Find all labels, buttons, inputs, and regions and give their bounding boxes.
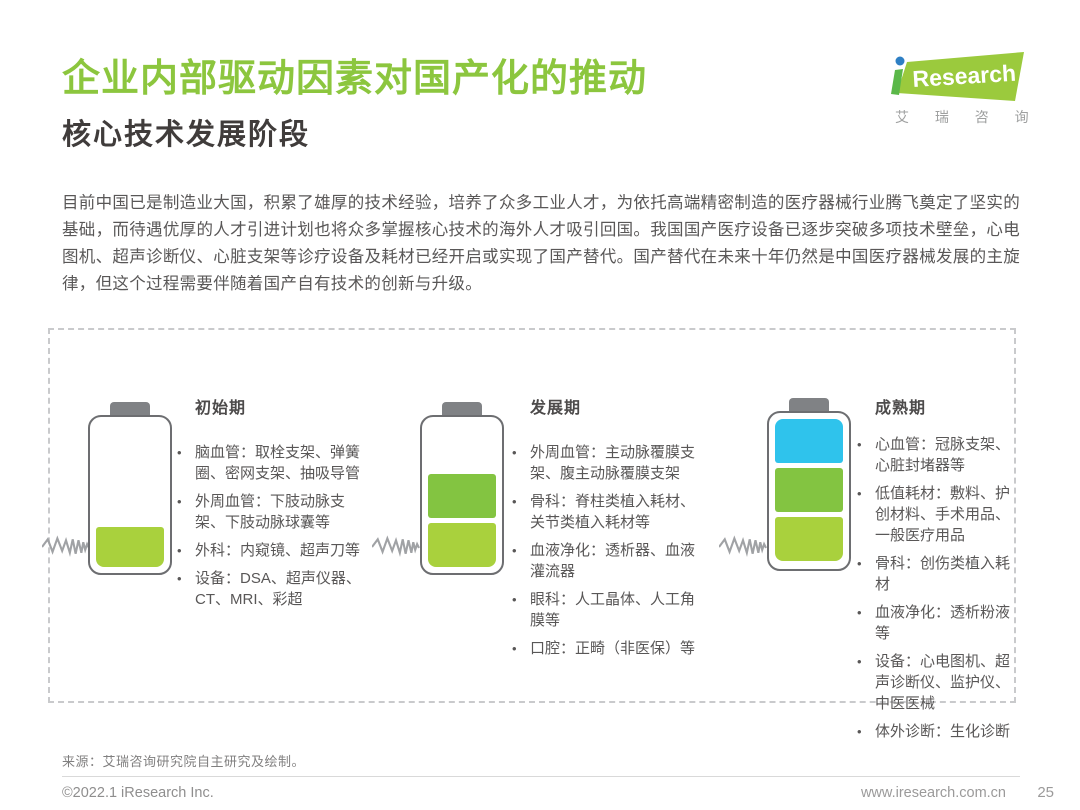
list-item: 骨科：脊柱类植入耗材、关节类植入耗材等 <box>509 491 709 533</box>
stage-initial-title: 初始期 <box>195 400 247 417</box>
battery-segment-yellow <box>775 517 843 561</box>
battery-body <box>420 415 504 575</box>
website-text: www.iresearch.com.cn <box>860 785 1006 801</box>
battery-cap <box>110 402 150 415</box>
list-item: 体外诊断：生化诊断 <box>854 721 1024 742</box>
battery-cap <box>789 398 829 411</box>
list-item: 脑血管：取栓支架、弹簧圈、密网支架、抽吸导管 <box>174 442 366 484</box>
list-item: 血液净化：透析粉液等 <box>854 602 1024 644</box>
zigzag-connector-2 <box>372 535 420 557</box>
battery-level-low <box>88 402 172 575</box>
iresearch-logo-icon: Research <box>891 52 1024 101</box>
battery-level-high <box>767 398 851 571</box>
page-subtitle: 核心技术发展阶段 <box>62 118 311 151</box>
list-item: 外周血管：下肢动脉支架、下肢动脉球囊等 <box>174 491 366 533</box>
source-note: 来源：艾瑞咨询研究院自主研究及绘制。 <box>62 754 306 769</box>
list-item: 设备：DSA、超声仪器、CT、MRI、彩超 <box>174 568 366 610</box>
list-item: 心血管：冠脉支架、心脏封堵器等 <box>854 434 1024 476</box>
copyright-text: ©2022.1 iResearch Inc. <box>62 785 214 801</box>
battery-body <box>88 415 172 575</box>
zigzag-connector-3 <box>719 535 767 557</box>
list-item: 低值耗材：敷料、护创材料、手术用品、一般医疗用品 <box>854 483 1024 546</box>
iresearch-logo: Research 艾 瑞 咨 询 <box>884 52 1040 127</box>
stages-panel: 初始期 脑血管：取栓支架、弹簧圈、密网支架、抽吸导管 外周血管：下肢动脉支架、下… <box>42 328 1016 742</box>
battery-segment-yellow <box>96 527 164 567</box>
stage-initial: 初始期 脑血管：取栓支架、弹簧圈、密网支架、抽吸导管 外周血管：下肢动脉支架、下… <box>174 394 366 617</box>
list-item: 骨科：创伤类植入耗材 <box>854 553 1024 595</box>
list-item: 眼科：人工晶体、人工角膜等 <box>509 589 709 631</box>
logo-text: Research <box>912 60 1017 92</box>
battery-level-medium <box>420 402 504 575</box>
stage-initial-list: 脑血管：取栓支架、弹簧圈、密网支架、抽吸导管 外周血管：下肢动脉支架、下肢动脉球… <box>174 442 366 610</box>
page-number: 25 <box>1037 784 1054 801</box>
battery-body <box>767 411 851 571</box>
battery-segment-yellow <box>428 523 496 567</box>
footer-divider <box>62 776 1020 777</box>
list-item: 外科：内窥镜、超声刀等 <box>174 540 366 561</box>
stage-mature: 成熟期 心血管：冠脉支架、心脏封堵器等 低值耗材：敷料、护创材料、手术用品、一般… <box>854 394 1024 749</box>
list-item: 血液净化：透析器、血液灌流器 <box>509 540 709 582</box>
list-item: 外周血管：主动脉覆膜支架、腹主动脉覆膜支架 <box>509 442 709 484</box>
stage-development-list: 外周血管：主动脉覆膜支架、腹主动脉覆膜支架 骨科：脊柱类植入耗材、关节类植入耗材… <box>509 442 709 659</box>
title-block: 企业内部驱动因素对国产化的推动 核心技术发展阶段 <box>62 58 647 153</box>
page-title: 企业内部驱动因素对国产化的推动 <box>62 58 648 100</box>
list-item: 口腔：正畸（非医保）等 <box>509 638 709 659</box>
list-item: 设备：心电图机、超声诊断仪、监护仪、中医医械 <box>854 651 1024 714</box>
stage-development-title: 发展期 <box>530 400 582 417</box>
battery-segment-green <box>428 474 496 518</box>
battery-cap <box>442 402 482 415</box>
battery-segment-green <box>775 468 843 512</box>
stage-mature-title: 成熟期 <box>875 400 927 417</box>
zigzag-connector-1 <box>42 535 90 557</box>
battery-segment-blue <box>775 419 843 463</box>
stage-mature-list: 心血管：冠脉支架、心脏封堵器等 低值耗材：敷料、护创材料、手术用品、一般医疗用品… <box>854 434 1024 742</box>
logo-chinese-text: 艾 瑞 咨 询 <box>895 109 1040 125</box>
stage-development: 发展期 外周血管：主动脉覆膜支架、腹主动脉覆膜支架 骨科：脊柱类植入耗材、关节类… <box>509 394 709 666</box>
intro-paragraph: 目前中国已是制造业大国，积累了雄厚的技术经验，培养了众多工业人才，为依托高端精密… <box>62 194 1020 293</box>
